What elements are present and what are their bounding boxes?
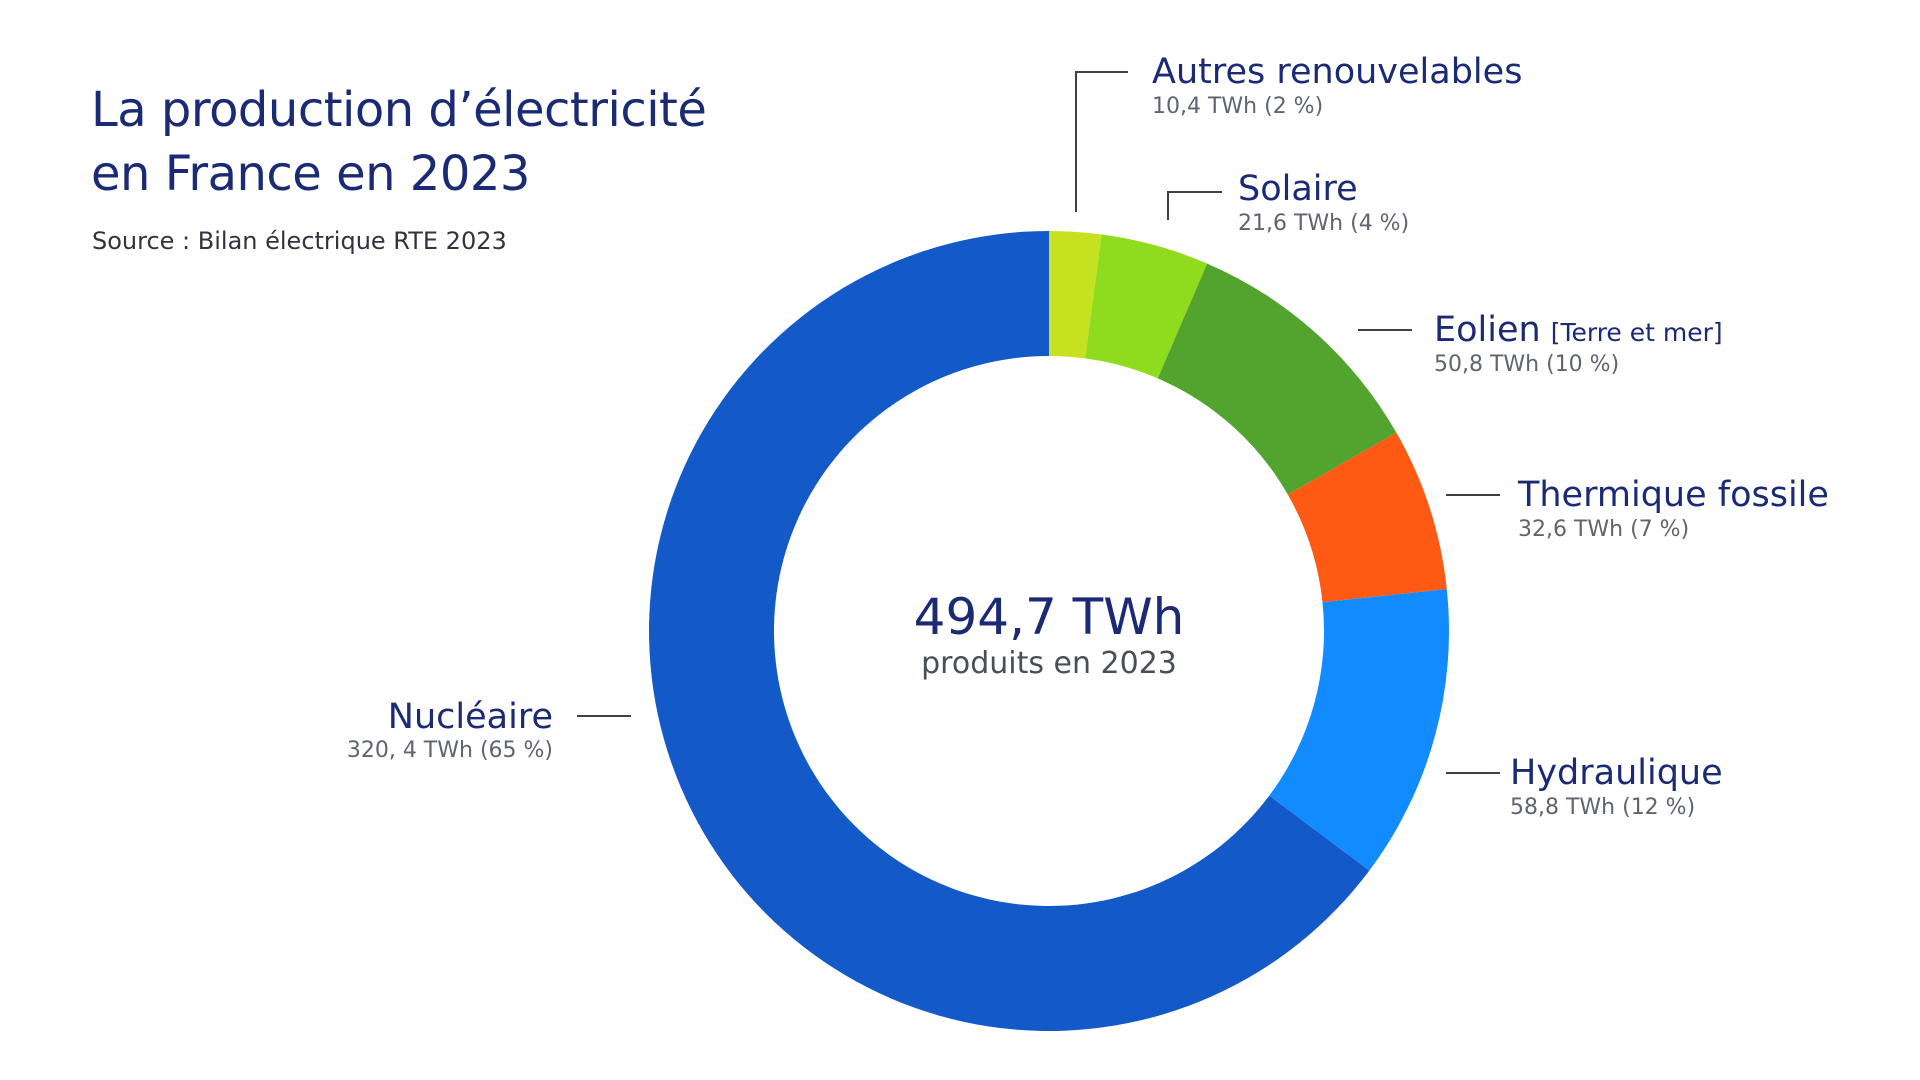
chart-source: Source : Bilan électrique RTE 2023 (92, 227, 507, 255)
label-name-hydraulique: Hydraulique (1510, 753, 1723, 793)
slice-autres-renouvelables (1049, 231, 1102, 359)
label-name-autres-renouvelables: Autres renouvelables (1152, 52, 1522, 92)
label-name-solaire: Solaire (1238, 169, 1358, 209)
chart-title-line-2: en France en 2023 (91, 146, 530, 202)
slice-thermique-fossile (1287, 432, 1447, 603)
slice-eolien (1157, 263, 1397, 495)
center-total: 494,7 TWh (914, 588, 1185, 646)
label-value-eolien: 50,8 TWh (10 %) (1434, 352, 1619, 377)
slice-nucleaire (649, 231, 1370, 1031)
chart-title-line-1: La production d’électricité (91, 82, 707, 138)
donut-slices (649, 231, 1449, 1031)
label-value-hydraulique: 58,8 TWh (12 %) (1510, 795, 1695, 820)
label-name-eolien: Eolien [Terre et mer] (1434, 310, 1723, 350)
label-value-solaire: 21,6 TWh (4 %) (1238, 211, 1409, 236)
label-value-autres-renouvelables: 10,4 TWh (2 %) (1152, 94, 1323, 119)
label-name-nucleaire: Nucléaire (388, 697, 553, 737)
slice-hydraulique (1269, 589, 1449, 871)
leader-lines (577, 71, 1500, 774)
label-name-thermique-fossile: Thermique fossile (1517, 475, 1829, 515)
chart-title: La production d’électricité en France en… (91, 78, 707, 206)
leader-line-solaire (1167, 191, 1222, 220)
label-sub-eolien: [Terre et mer] (1551, 318, 1723, 347)
center-caption: produits en 2023 (921, 646, 1177, 681)
label-value-thermique-fossile: 32,6 TWh (7 %) (1518, 517, 1689, 542)
slice-solaire (1085, 234, 1208, 379)
leader-line-autres-renouvelables (1075, 71, 1128, 212)
label-value-nucleaire: 320, 4 TWh (65 %) (347, 738, 553, 763)
